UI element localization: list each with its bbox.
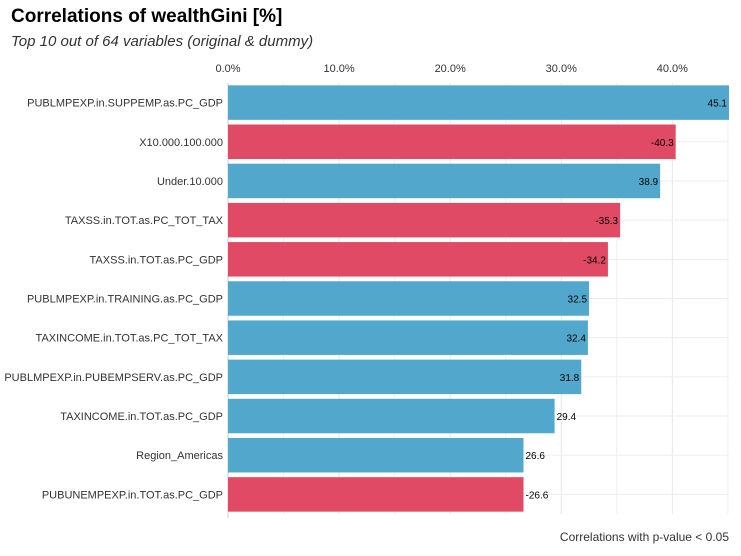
x-tick-label: 10.0%: [323, 63, 354, 75]
x-tick-label: 20.0%: [435, 63, 466, 75]
category-label: PUBLMPEXP.in.TRAINING.as.PC_GDP: [27, 294, 223, 306]
category-label: Under.10.000: [157, 176, 223, 188]
bar: [228, 124, 676, 160]
data-label: 38.9: [639, 177, 659, 188]
bar: [228, 320, 588, 355]
x-tick-label: 30.0%: [546, 63, 577, 75]
data-label: -40.3: [651, 138, 674, 149]
bar: [228, 281, 590, 316]
category-label: PUBUNEMPEXP.in.TOT.as.PC_GDP: [42, 489, 223, 501]
data-label: -34.2: [583, 255, 606, 266]
bar: [228, 242, 608, 277]
x-tick-label: 40.0%: [657, 63, 688, 75]
bar: [228, 163, 661, 199]
data-label: 45.1: [708, 99, 728, 110]
category-label: TAXSS.in.TOT.as.PC_TOT_TAX: [65, 215, 224, 227]
category-label: X10.000.100.000: [139, 137, 223, 149]
bar: [228, 202, 621, 238]
chart-subtitle: Top 10 out of 64 variables (original & d…: [11, 33, 314, 50]
x-tick-label: 0.0%: [215, 63, 240, 75]
bar: [228, 359, 582, 395]
data-label: 26.6: [525, 451, 545, 462]
bar: [228, 437, 524, 473]
category-label: TAXINCOME.in.TOT.as.PC_TOT_TAX: [36, 333, 224, 345]
data-label: 29.4: [557, 412, 577, 423]
bar: [228, 85, 729, 120]
chart-title: Correlations of wealthGini [%]: [11, 6, 283, 27]
data-label: -26.6: [525, 490, 548, 501]
bar: [228, 398, 555, 434]
category-label: PUBLMPEXP.in.SUPPEMP.as.PC_GDP: [27, 98, 223, 110]
category-label: TAXINCOME.in.TOT.as.PC_GDP: [60, 411, 223, 423]
category-label: Region_Americas: [136, 450, 223, 462]
data-label: -35.3: [595, 216, 618, 227]
bar: [228, 477, 524, 512]
data-label: 32.4: [566, 334, 586, 345]
data-label: 31.8: [560, 373, 580, 384]
category-label: PUBLMPEXP.in.PUBEMPSERV.as.PC_GDP: [4, 372, 223, 384]
data-label: 32.5: [568, 295, 588, 306]
category-label: TAXSS.in.TOT.as.PC_GDP: [90, 254, 223, 266]
chart-caption: Correlations with p-value < 0.05: [559, 530, 729, 544]
